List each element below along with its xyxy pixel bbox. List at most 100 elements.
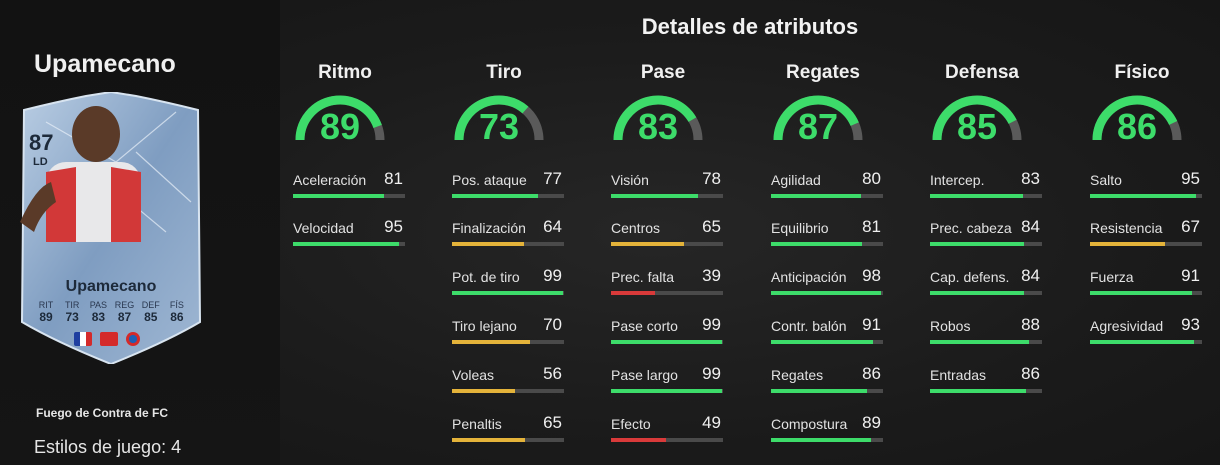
stat-row: Velocidad 95: [293, 217, 405, 260]
stat-label: Intercep.: [930, 172, 985, 188]
stat-label: Visión: [611, 172, 649, 188]
stat-row: Salto 95: [1090, 169, 1202, 212]
card-stat-value: 86: [170, 310, 184, 324]
stat-row: Centros 65: [611, 217, 723, 260]
stat-bar-fill: [452, 242, 524, 246]
playstyles-count[interactable]: Estilos de juego: 4: [34, 437, 182, 457]
category-value: 85: [956, 106, 998, 147]
stat-bar-track: [1090, 340, 1202, 344]
stat-bar-fill: [1090, 242, 1166, 246]
stat-label: Resistencia: [1090, 220, 1163, 236]
card-stat: TIR 73: [60, 300, 84, 324]
stat-label: Contr. balón: [771, 318, 847, 334]
stat-row: Fuerza 91: [1090, 266, 1202, 309]
stat-row: Pos. ataque 77: [452, 169, 564, 212]
category-gauge: 89: [292, 90, 388, 152]
stat-bar-track: [930, 242, 1042, 246]
card-stat-label: REG: [114, 300, 135, 310]
stat-bar-track: [452, 242, 564, 246]
stat-bar-fill: [771, 340, 873, 344]
stat-bar-track: [611, 194, 723, 198]
stat-value: 39: [702, 266, 721, 285]
category-value: 87: [797, 106, 839, 147]
card-badges: [74, 332, 140, 346]
stat-bar-track: [611, 389, 723, 393]
category-value: 89: [319, 106, 361, 147]
stat-row: Resistencia 67: [1090, 217, 1202, 260]
stat-bar-fill: [452, 438, 525, 442]
stat-value: 86: [1021, 364, 1040, 383]
stat-bar-track: [930, 340, 1042, 344]
card-stat-label: DEF: [141, 300, 160, 310]
stat-value: 81: [384, 169, 403, 188]
player-name: Upamecano: [34, 50, 176, 78]
stat-bar-track: [293, 242, 405, 246]
stat-label: Penaltis: [452, 416, 502, 432]
stat-label: Agresividad: [1090, 318, 1164, 334]
card-stat-value: 83: [91, 310, 106, 324]
stat-row: Prec. falta 39: [611, 266, 723, 309]
card-rating: 87: [29, 130, 54, 155]
stat-bar-fill: [1090, 340, 1195, 344]
category-defensa: Defensa 85: [917, 62, 1067, 152]
stat-bar-fill: [611, 291, 655, 295]
stat-label: Anticipación: [771, 269, 847, 285]
stat-bar-fill: [930, 389, 1027, 393]
card-stat: REG 87: [113, 300, 137, 324]
stat-value: 98: [862, 266, 881, 285]
stat-row: Aceleración 81: [293, 169, 405, 212]
stat-bar-track: [771, 242, 883, 246]
stat-bar-track: [452, 389, 564, 393]
card-stat-value: 87: [117, 310, 132, 324]
gauge-arc: [773, 95, 863, 141]
stat-value: 99: [543, 266, 562, 285]
stat-bar-track: [930, 291, 1042, 295]
category-tiro: Tiro 73: [439, 62, 589, 152]
card-player-name: Upamecano: [65, 278, 157, 295]
stat-label: Agilidad: [771, 172, 821, 188]
card-stat: DEF 85: [139, 300, 163, 324]
stat-row: Pase largo 99: [611, 364, 723, 407]
gauge-arc: [932, 95, 1022, 141]
stat-value: 49: [702, 413, 721, 432]
stat-bar-fill: [452, 389, 515, 393]
card-stat-value: 85: [144, 310, 158, 324]
stat-bar-track: [611, 438, 723, 442]
bayern-crest-icon: [126, 332, 140, 346]
player-card[interactable]: 87 LD Upamecano RIT 89 TIR 73 PAS 83 REG 87 DEF 8…: [16, 92, 206, 364]
category-name: Físico: [1114, 62, 1170, 83]
stat-value: 65: [702, 217, 721, 236]
stat-bar-fill: [930, 340, 1029, 344]
stat-row: Intercep. 83: [930, 169, 1042, 212]
stat-bar-track: [452, 194, 564, 198]
stat-value: 64: [543, 217, 562, 236]
stat-value: 99: [702, 364, 721, 383]
stat-row: Pase corto 99: [611, 315, 723, 358]
gauge-arc: [613, 95, 703, 141]
category-gauge: 73: [451, 90, 547, 152]
stat-row: Prec. cabeza 84: [930, 217, 1042, 260]
category-name: Pase: [640, 62, 686, 83]
stat-value: 65: [543, 413, 562, 432]
gauge-arc: [295, 95, 385, 141]
card-stat-label: RIT: [38, 300, 54, 310]
card-stat-value: 89: [39, 310, 53, 324]
stat-bar-track: [611, 242, 723, 246]
card-stat-value: 73: [65, 310, 79, 324]
card-position: LD: [33, 156, 48, 168]
category-name: Tiro: [486, 62, 522, 83]
stat-bar-track: [611, 291, 723, 295]
stat-bar-fill: [611, 389, 722, 393]
stat-value: 91: [1181, 266, 1200, 285]
stat-value: 88: [1021, 315, 1040, 334]
stat-bar-track: [452, 438, 564, 442]
stat-label: Pos. ataque: [452, 172, 527, 188]
stat-label: Salto: [1090, 172, 1122, 188]
category-value: 83: [637, 106, 679, 147]
stat-value: 70: [543, 315, 562, 334]
stat-label: Aceleración: [293, 172, 367, 188]
stat-bar-fill: [771, 291, 881, 295]
stat-value: 56: [543, 364, 562, 383]
stat-label: Pot. de tiro: [452, 269, 520, 285]
stat-bar-fill: [452, 340, 531, 344]
